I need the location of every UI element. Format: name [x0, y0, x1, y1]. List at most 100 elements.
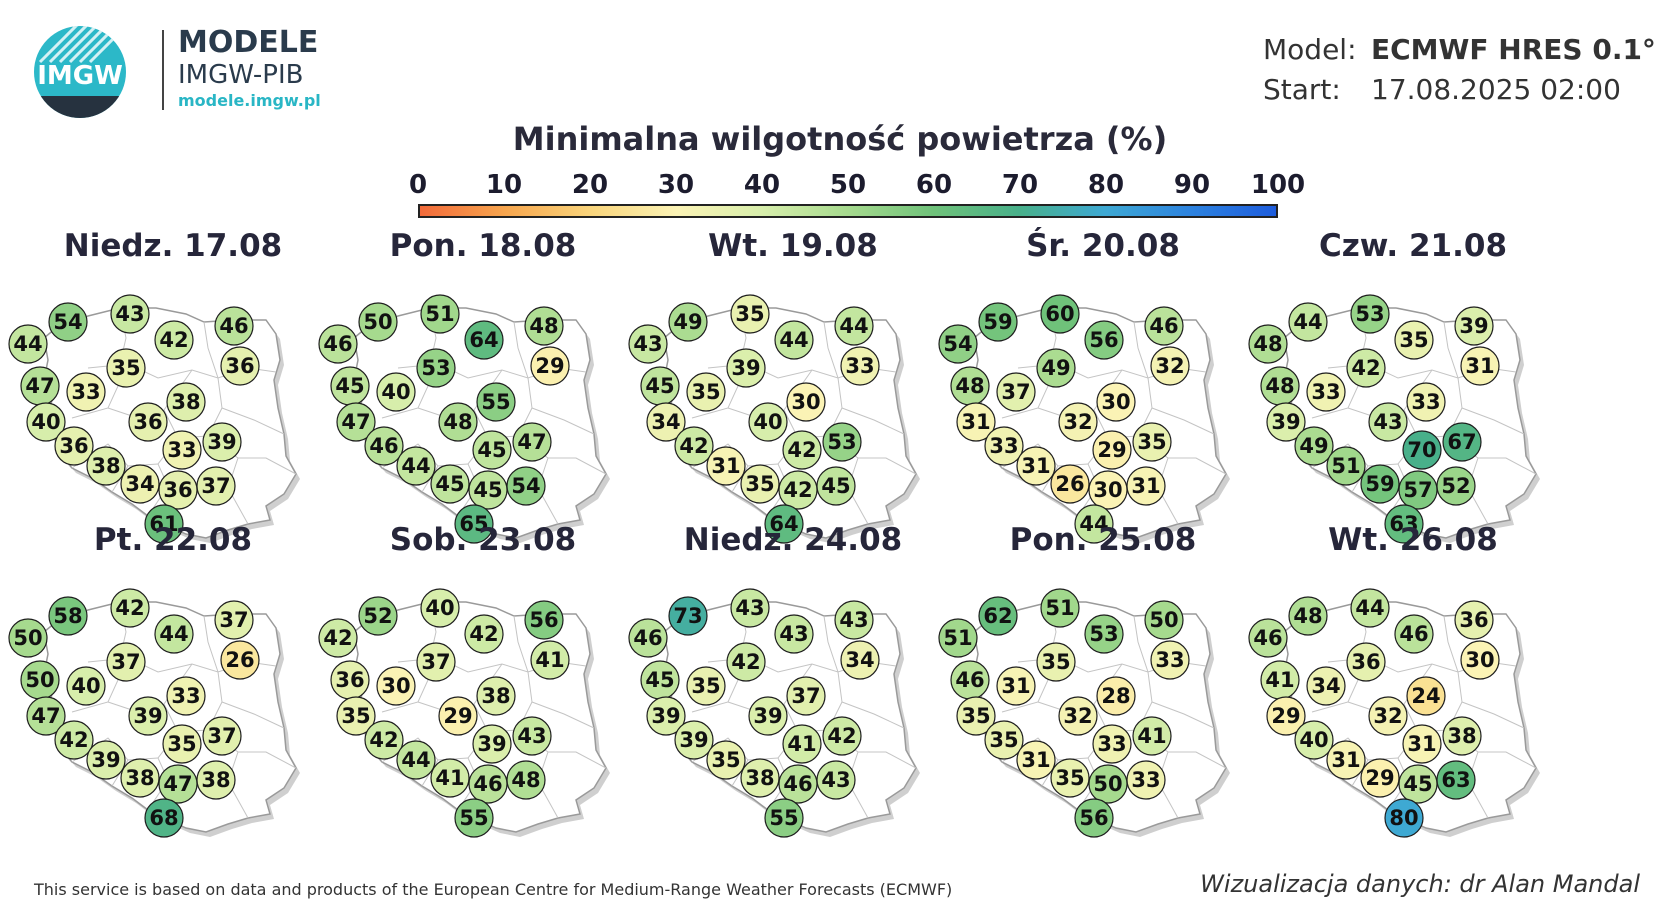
humidity-circle [840, 346, 880, 386]
humidity-value-marker: 38 [740, 758, 780, 798]
humidity-circle [214, 306, 254, 346]
humidity-circle [1460, 346, 1500, 386]
humidity-circle [106, 348, 146, 388]
humidity-value: 47 [341, 410, 370, 434]
humidity-value: 41 [1137, 724, 1166, 748]
humidity-value: 36 [59, 434, 88, 458]
panel-day-label: Niedz. 17.08 [63, 228, 283, 264]
humidity-circle [938, 324, 978, 364]
humidity-value-marker: 53 [1350, 294, 1390, 334]
region-border [513, 321, 529, 379]
humidity-value: 39 [679, 728, 708, 752]
humidity-value-marker: 30 [376, 666, 416, 706]
humidity-value: 52 [1441, 474, 1470, 498]
humidity-value: 47 [31, 704, 60, 728]
humidity-value: 54 [943, 332, 972, 356]
humidity-value: 45 [645, 374, 674, 398]
humidity-circle [706, 446, 746, 486]
humidity-value: 31 [1021, 748, 1050, 772]
color-scale-bar [418, 204, 1278, 218]
humidity-value-marker: 35 [984, 720, 1024, 760]
humidity-value: 35 [1137, 430, 1166, 454]
humidity-circle [364, 426, 404, 466]
humidity-value-marker: 40 [420, 588, 460, 628]
humidity-value: 42 [59, 728, 88, 752]
humidity-value-marker: 52 [358, 596, 398, 636]
scale-tick-60: 60 [915, 170, 953, 200]
humidity-value-marker: 45 [816, 466, 856, 506]
humidity-value-marker: 40 [66, 666, 106, 706]
panel-day-label: Niedz. 24.08 [683, 522, 903, 558]
humidity-value-marker: 35 [336, 696, 376, 736]
humidity-circle [984, 426, 1024, 466]
humidity-circle [464, 614, 504, 654]
humidity-value: 40 [71, 674, 100, 698]
humidity-value-marker: 53 [1084, 614, 1124, 654]
humidity-value-marker: 36 [1454, 600, 1494, 640]
humidity-circle [956, 696, 996, 736]
humidity-circle [166, 676, 206, 716]
humidity-circle [524, 600, 564, 640]
humidity-circle [1460, 640, 1500, 680]
humidity-value: 38 [91, 454, 120, 478]
humidity-circle [782, 430, 822, 470]
start-value: 17.08.2025 02:00 [1371, 73, 1621, 106]
humidity-value-marker: 48 [950, 366, 990, 406]
humidity-circle [26, 696, 66, 736]
humidity-circle [1036, 348, 1076, 388]
panel-day-label: Czw. 21.08 [1318, 228, 1508, 264]
humidity-circle [1050, 464, 1090, 504]
humidity-value-marker: 43 [774, 614, 814, 654]
humidity-circle [48, 302, 88, 342]
humidity-circle [1016, 446, 1056, 486]
humidity-value: 46 [955, 668, 984, 692]
humidity-value-marker: 29 [1360, 758, 1400, 798]
region-border [841, 701, 905, 729]
humidity-circle [786, 382, 826, 422]
start-label: Start: [1263, 73, 1341, 106]
humidity-value-marker: 36 [330, 660, 370, 700]
humidity-value: 35 [989, 728, 1018, 752]
humidity-value-marker: 44 [1350, 588, 1390, 628]
humidity-value-marker: 31 [706, 446, 746, 486]
humidity-value: 49 [1041, 356, 1070, 380]
humidity-circle [1326, 740, 1366, 780]
humidity-value: 42 [323, 626, 352, 650]
humidity-circle [1306, 372, 1346, 412]
humidity-circle [1074, 504, 1114, 544]
humidity-value-marker: 47 [158, 764, 198, 804]
humidity-value: 39 [1271, 410, 1300, 434]
humidity-circle [476, 676, 516, 716]
humidity-value: 39 [477, 732, 506, 756]
humidity-value: 65 [459, 512, 488, 536]
humidity-value: 33 [845, 354, 874, 378]
humidity-circle [1092, 430, 1132, 470]
humidity-value: 45 [335, 374, 364, 398]
humidity-value: 34 [845, 648, 874, 672]
brand-url[interactable]: modele.imgw.pl [178, 91, 321, 110]
humidity-value: 52 [363, 604, 392, 628]
humidity-value-marker: 33 [984, 426, 1024, 466]
color-scale: 0 10 20 30 40 50 60 70 80 90 100 [409, 170, 1305, 224]
humidity-value-marker: 65 [454, 504, 494, 544]
humidity-value-marker: 80 [1384, 798, 1424, 838]
humidity-value-marker: 36 [54, 426, 94, 466]
humidity-value: 43 [1373, 410, 1402, 434]
humidity-value-marker: 44 [154, 614, 194, 654]
humidity-value: 43 [735, 596, 764, 620]
humidity-value: 33 [167, 438, 196, 462]
scale-tick-100: 100 [1250, 170, 1306, 200]
humidity-circle [1096, 676, 1136, 716]
humidity-circle [524, 306, 564, 346]
humidity-value: 35 [711, 748, 740, 772]
humidity-value: 31 [711, 454, 740, 478]
humidity-value: 59 [1365, 472, 1394, 496]
humidity-circle [1288, 596, 1328, 636]
humidity-value-marker: 31 [1326, 740, 1366, 780]
brand-divider [162, 30, 164, 110]
humidity-circle [66, 372, 106, 412]
humidity-value-marker: 36 [1346, 642, 1386, 682]
humidity-value-marker: 54 [506, 466, 546, 506]
humidity-value-marker: 47 [336, 402, 376, 442]
humidity-value: 42 [115, 596, 144, 620]
